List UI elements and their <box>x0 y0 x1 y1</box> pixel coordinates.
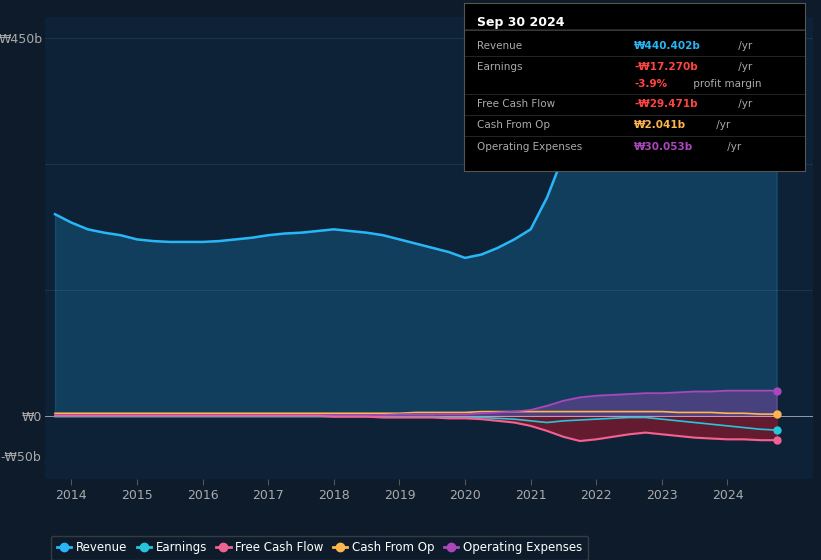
Text: ₩440.402b: ₩440.402b <box>635 41 701 52</box>
Text: /yr: /yr <box>736 99 753 109</box>
Text: -3.9%: -3.9% <box>635 80 667 89</box>
Text: /yr: /yr <box>736 41 753 52</box>
Text: Cash From Op: Cash From Op <box>478 120 551 130</box>
Text: ₩2.041b: ₩2.041b <box>635 120 686 130</box>
Text: profit margin: profit margin <box>690 80 762 89</box>
Text: /yr: /yr <box>713 120 730 130</box>
Text: /yr: /yr <box>736 63 753 72</box>
Text: -₩50b: -₩50b <box>1 451 41 464</box>
Text: Operating Expenses: Operating Expenses <box>478 142 583 152</box>
Text: -₩17.270b: -₩17.270b <box>635 63 698 72</box>
Legend: Revenue, Earnings, Free Cash Flow, Cash From Op, Operating Expenses: Revenue, Earnings, Free Cash Flow, Cash … <box>51 535 588 560</box>
Text: Revenue: Revenue <box>478 41 523 52</box>
Text: Sep 30 2024: Sep 30 2024 <box>478 16 565 29</box>
Text: /yr: /yr <box>724 142 741 152</box>
Text: -₩29.471b: -₩29.471b <box>635 99 698 109</box>
Text: Free Cash Flow: Free Cash Flow <box>478 99 556 109</box>
Text: ₩30.053b: ₩30.053b <box>635 142 694 152</box>
Text: Earnings: Earnings <box>478 63 523 72</box>
